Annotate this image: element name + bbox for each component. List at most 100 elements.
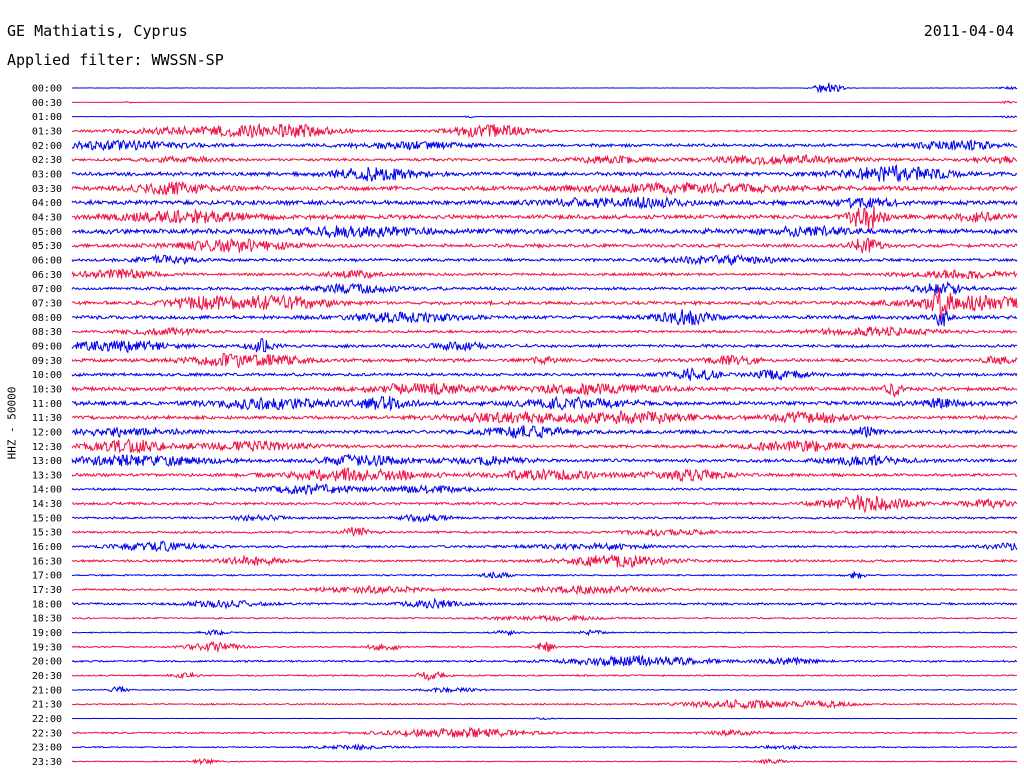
date-label: 2011-04-04 [923,22,1014,40]
trace-line [71,122,1018,139]
row-time-label: 00:00 [32,84,62,95]
trace-line [71,237,1018,254]
row-time-label: 11:00 [32,399,62,410]
row-time-label: 06:30 [32,270,62,281]
trace-line [71,82,1018,94]
row-time-label: 08:00 [32,313,62,324]
row-time-label: 17:00 [32,571,62,582]
row-time-label: 22:00 [32,714,62,725]
trace-line [71,205,1018,231]
trace-line [71,540,1018,553]
row-time-label: 02:30 [32,155,62,166]
row-time-label: 19:00 [32,628,62,639]
trace-line [71,100,1018,105]
row-time-label: 18:00 [32,599,62,610]
trace-line [71,424,1018,439]
trace-line [71,382,1018,399]
trace-line [71,287,1018,322]
trace-line [71,717,1018,720]
trace-line [71,325,1018,337]
trace-line [71,670,1018,682]
time-tick-labels: 00:00 00:30 01:00 01:30 02:00 02:30 03:00 03:30… [32,84,62,769]
trace-line [71,153,1018,167]
trace-line [71,268,1018,280]
row-time-label: 04:00 [32,198,62,209]
filter-label: Applied filter: WWSSN-SP [7,51,224,69]
trace-line [71,597,1018,610]
row-time-label: 12:00 [32,427,62,438]
trace-line [71,685,1018,694]
row-time-label: 09:30 [32,356,62,367]
trace-line [71,352,1018,368]
row-time-label: 12:30 [32,442,62,453]
trace-line [71,654,1018,668]
row-time-label: 19:30 [32,642,62,653]
row-time-label: 10:30 [32,384,62,395]
row-time-label: 03:00 [32,169,62,180]
row-time-label: 14:00 [32,485,62,496]
trace-line [71,614,1018,623]
row-time-label: 09:00 [32,341,62,352]
trace-line [71,438,1018,454]
row-time-label: 00:30 [32,98,62,109]
row-time-label: 02:00 [32,141,62,152]
row-time-label: 22:30 [32,728,62,739]
trace-line [71,180,1018,196]
trace-line [71,195,1018,210]
row-time-label: 16:30 [32,556,62,567]
trace-line [71,757,1018,766]
trace-line [71,395,1018,412]
trace-line [71,467,1018,483]
row-time-label: 21:30 [32,700,62,711]
row-time-label: 21:00 [32,685,62,696]
row-time-label: 10:00 [32,370,62,381]
trace-line [71,337,1018,354]
row-time-label: 07:00 [32,284,62,295]
trace-line [71,526,1018,538]
row-time-label: 13:30 [32,470,62,481]
row-time-label: 23:30 [32,757,62,768]
trace-line [71,743,1018,752]
trace-line [71,554,1018,568]
row-time-label: 06:00 [32,255,62,266]
row-time-label: 17:30 [32,585,62,596]
row-time-label: 01:00 [32,112,62,123]
row-time-label: 15:30 [32,528,62,539]
trace-line [71,699,1018,710]
row-time-label: 13:00 [32,456,62,467]
row-time-label: 18:30 [32,614,62,625]
trace-line [71,482,1018,496]
trace-line [71,253,1018,267]
trace-line [71,224,1018,239]
row-time-label: 05:00 [32,227,62,238]
trace-line [71,512,1018,523]
row-time-label: 14:30 [32,499,62,510]
trace-line [71,640,1018,653]
trace-line [71,138,1018,152]
trace-line [71,114,1018,119]
station-title: GE Mathiatis, Cyprus [7,22,188,40]
row-time-label: 05:30 [32,241,62,252]
row-time-label: 15:00 [32,513,62,524]
trace-line [71,629,1018,637]
trace-line [71,584,1018,596]
row-time-label: 03:30 [32,184,62,195]
trace-line [71,367,1018,381]
trace-line [71,164,1018,183]
seismogram-traces [71,82,1018,766]
trace-line [71,453,1018,468]
trace-line [71,410,1018,425]
trace-line [71,309,1018,327]
row-time-label: 23:00 [32,743,62,754]
trace-line [71,280,1018,296]
trace-line [71,726,1018,738]
row-time-label: 20:30 [32,671,62,682]
row-time-label: 08:30 [32,327,62,338]
row-time-label: 04:30 [32,212,62,223]
row-time-label: 11:30 [32,413,62,424]
row-time-label: 07:30 [32,298,62,309]
trace-line [71,493,1018,514]
row-time-label: 20:00 [32,657,62,668]
row-time-label: 16:00 [32,542,62,553]
